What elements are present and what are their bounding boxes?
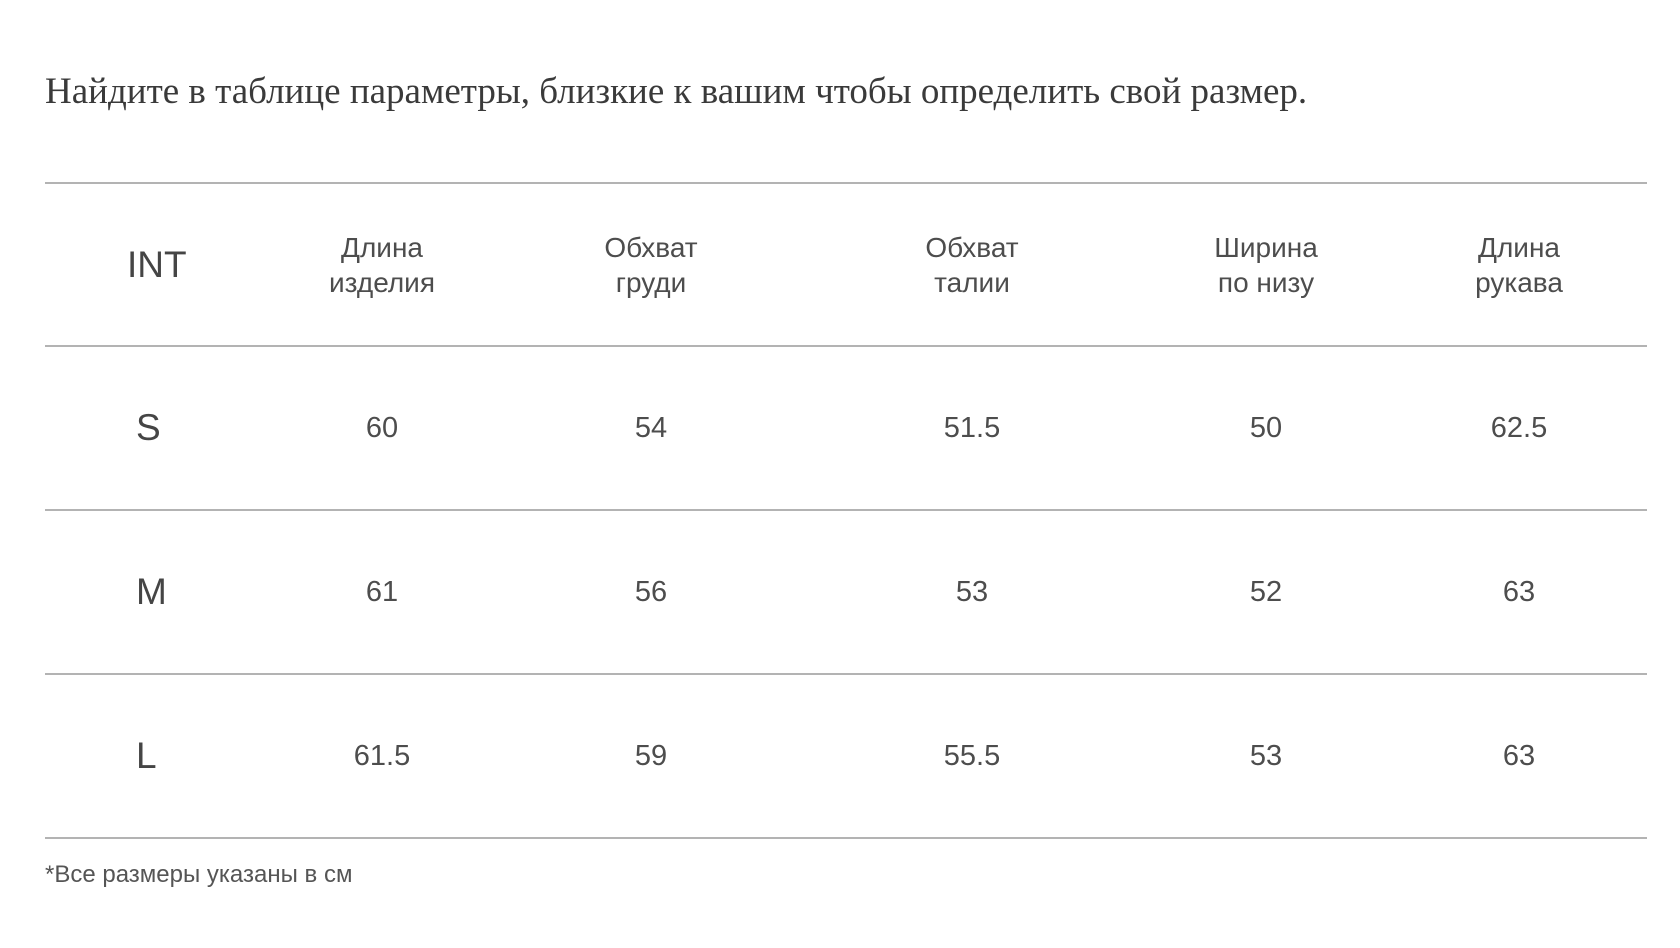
table-cell: 60 <box>365 411 399 444</box>
column-header-line: по низу <box>1217 266 1315 298</box>
table-cell: 52 <box>1249 575 1283 608</box>
column-header-line: груди <box>615 266 687 298</box>
table-cell: 55.5 <box>943 739 1001 772</box>
column-header-line: Обхват <box>604 231 698 263</box>
column-header-line: изделия <box>329 266 435 298</box>
column-header-line: талии <box>934 266 1010 298</box>
table-row-s: S 60 54 51.5 50 62.5 <box>45 346 1647 510</box>
table-cell: 62.5 <box>1490 411 1548 444</box>
column-header-line: Длина <box>341 231 423 263</box>
table-cell: 50 <box>1249 411 1283 444</box>
size-column-header: INT <box>127 244 187 285</box>
column-header-line: Ширина <box>1214 231 1318 263</box>
column-header-length: Длина изделия <box>265 183 499 346</box>
table-cell: 53 <box>955 575 989 608</box>
table-row-m: M 61 56 53 52 63 <box>45 510 1647 674</box>
table-cell: 56 <box>634 575 668 608</box>
intro-heading: Найдите в таблице параметры, близкие к в… <box>45 71 1308 112</box>
column-header-sleeve-length: Длина рукава <box>1391 183 1647 346</box>
column-header-hem-width: Ширина по низу <box>1141 183 1391 346</box>
table-cell: 51.5 <box>943 411 1001 444</box>
table-row-l: L 61.5 59 55.5 53 63 <box>45 674 1647 838</box>
size-table: INT Длина изделия Обхват груди Обхват та… <box>45 182 1647 839</box>
size-label: L <box>136 735 157 776</box>
size-label: S <box>136 407 161 448</box>
units-footnote: *Все размеры указаны в см <box>45 861 353 888</box>
table-header-row: INT Длина изделия Обхват груди Обхват та… <box>45 183 1647 346</box>
table-cell: 63 <box>1502 739 1536 772</box>
column-header-waist: Обхват талии <box>803 183 1141 346</box>
column-header-line: Обхват <box>925 231 1019 263</box>
size-label: M <box>136 571 167 612</box>
table-cell: 63 <box>1502 575 1536 608</box>
table-cell: 53 <box>1249 739 1283 772</box>
table-cell: 54 <box>634 411 668 444</box>
column-header-line: Длина <box>1478 231 1560 263</box>
table-cell: 59 <box>634 739 668 772</box>
table-cell: 61.5 <box>353 739 411 772</box>
table-cell: 61 <box>365 575 399 608</box>
column-header-chest: Обхват груди <box>499 183 803 346</box>
column-header-line: рукава <box>1475 266 1563 298</box>
